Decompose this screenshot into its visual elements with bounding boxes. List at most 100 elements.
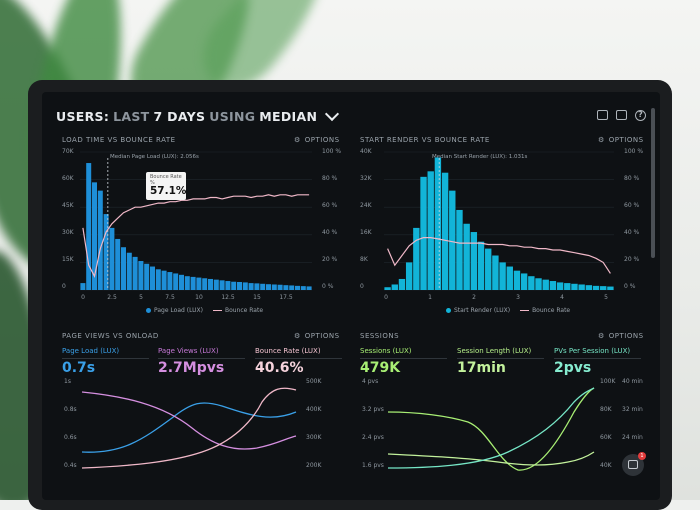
- histogram-bar: [405, 262, 413, 290]
- histogram-bar: [266, 284, 271, 290]
- x-tick: 2: [472, 294, 476, 301]
- y-tick-right: 200K: [306, 462, 322, 469]
- histogram-bar: [295, 285, 300, 290]
- legend-item-start-render: Start Render (LUX): [446, 307, 510, 314]
- y-tick-right: 40 %: [322, 229, 338, 236]
- histogram-bar: [485, 248, 492, 290]
- header-prefix: USERS:: [56, 108, 110, 124]
- histogram-bar: [420, 176, 427, 290]
- histogram-bar: [391, 284, 398, 290]
- histogram-bar: [506, 266, 513, 290]
- dashboard-screen: USERS: LAST 7 DAYS USING MEDIAN ? LOAD T…: [42, 92, 660, 500]
- y-tick-left: 1s: [64, 378, 71, 385]
- y-tick-left: 0: [360, 283, 364, 290]
- options-button-sessions[interactable]: OPTIONS: [598, 332, 644, 340]
- histogram-bar: [167, 272, 173, 290]
- histogram-bar: [225, 281, 231, 290]
- header-range: 7 DAYS: [153, 108, 206, 124]
- header-last: LAST: [113, 108, 150, 124]
- histogram-bar: [434, 157, 442, 290]
- metric-label-bounce: Bounce Rate (LUX): [255, 347, 321, 355]
- metric-value-session-length: 17min: [457, 360, 506, 376]
- histogram-bar: [132, 256, 138, 290]
- x-tick: 0: [384, 294, 388, 301]
- chart-load-vs-bounce: [80, 151, 312, 291]
- y-tick-left: 0.8s: [64, 406, 77, 413]
- metric-label-page-load: Page Load (LUX): [62, 347, 120, 355]
- panel-title-sessions: SESSIONS: [360, 332, 400, 340]
- histogram-bar: [306, 286, 312, 290]
- histogram-bar: [97, 190, 103, 290]
- metric-label-session-length: Session Length (LUX): [457, 347, 532, 355]
- legend-item-page-load: Page Load (LUX): [146, 307, 203, 314]
- dashboard-scrollbar[interactable]: [651, 108, 655, 258]
- histogram-bar: [109, 227, 115, 290]
- series-session-length-line: [387, 451, 595, 466]
- y-tick-left: 70K: [62, 148, 74, 155]
- histogram-bar: [237, 281, 242, 290]
- histogram-bar: [173, 273, 179, 290]
- y-tick-right: 20 %: [322, 256, 338, 263]
- options-button-pageviews[interactable]: OPTIONS: [294, 332, 340, 340]
- y-tick-left: 4 pvs: [362, 378, 379, 385]
- y-tick-right: 80 %: [322, 175, 338, 182]
- histogram-bar: [542, 279, 549, 290]
- chevron-down-icon[interactable]: [325, 106, 340, 122]
- chat-badge: 1: [638, 452, 646, 460]
- histogram-bar: [535, 278, 542, 290]
- metric-label-sessions: Sessions (LUX): [360, 347, 412, 355]
- metric-value-pvs-per-session: 2pvs: [554, 360, 592, 376]
- x-tick: 2.5: [107, 294, 117, 301]
- options-button-render[interactable]: OPTIONS: [598, 136, 644, 144]
- dashboard-header[interactable]: USERS: LAST 7 DAYS USING MEDIAN: [56, 106, 340, 126]
- histogram-bar: [283, 285, 289, 290]
- y-tick-left: 3.2 pvs: [362, 406, 384, 413]
- legend-item-bounce: Bounce Rate: [212, 307, 263, 314]
- histogram-bar: [103, 214, 109, 290]
- histogram-bar: [477, 241, 485, 290]
- x-tick: 15: [253, 294, 261, 301]
- metric-value-page-views: 2.7Mpvs: [158, 360, 225, 376]
- y-tick-right: 40 %: [624, 229, 640, 236]
- histogram-bar: [499, 262, 506, 290]
- monitor-icon[interactable]: [597, 110, 608, 120]
- histogram-bar: [449, 190, 456, 290]
- header-using: USING: [209, 108, 256, 124]
- y-tick-right: 500K: [306, 378, 322, 385]
- metric-label-page-views: Page Views (LUX): [158, 347, 219, 355]
- y-tick-left: 24K: [360, 202, 372, 209]
- histogram-bar: [242, 282, 248, 290]
- y-tick-right: 0 %: [322, 283, 334, 290]
- chat-bubble-glyph: [628, 460, 638, 469]
- histogram-bar: [138, 261, 144, 290]
- histogram-bar: [213, 279, 219, 290]
- y-tick-right: 400K: [306, 406, 322, 413]
- histogram-bar: [196, 277, 202, 290]
- histogram-bar: [520, 273, 528, 290]
- bounce-rate-line: [387, 237, 611, 274]
- histogram-bar: [564, 283, 571, 290]
- chat-icon[interactable]: 1: [622, 452, 646, 476]
- chart-sessions: [387, 387, 595, 471]
- series-page-views-line: [81, 391, 297, 450]
- chart-render-vs-bounce: [384, 151, 614, 291]
- y-tick-left: 60K: [62, 175, 74, 182]
- histogram-bar: [144, 263, 150, 290]
- histogram-bar: [300, 286, 306, 290]
- header-toolbar: ?: [597, 110, 646, 121]
- help-icon[interactable]: ?: [635, 110, 646, 121]
- metric-underline: [457, 358, 544, 359]
- metric-underline: [62, 358, 149, 359]
- share-icon[interactable]: [616, 110, 627, 120]
- metric-value-bounce: 40.6%: [255, 360, 304, 376]
- y-tick-right: 60 %: [624, 202, 640, 209]
- y-tick-right: 100 %: [322, 148, 342, 155]
- y-tick-right: 100 %: [624, 148, 644, 155]
- histogram-bar: [231, 281, 237, 290]
- x-tick: 3: [516, 294, 520, 301]
- x-tick: 0: [81, 294, 85, 301]
- options-button-load[interactable]: OPTIONS: [294, 136, 340, 144]
- x-tick: 5: [604, 294, 608, 301]
- histogram-bar: [456, 209, 463, 290]
- panel-title-render: START RENDER VS BOUNCE RATE: [360, 136, 490, 144]
